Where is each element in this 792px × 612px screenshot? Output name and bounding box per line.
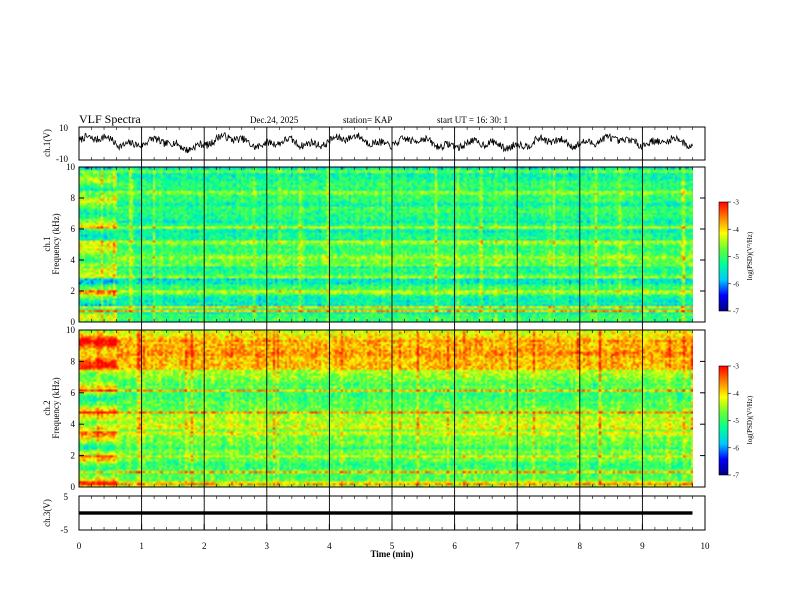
ch1-spectrogram-ytick-label: 6 [71, 224, 76, 234]
ch2-spectrogram-image [79, 330, 693, 487]
ch1-spectrogram-panel: ch.1 Frequency (kHz) 0 2 4 6 8 10 [42, 162, 706, 327]
x-tick-label: 8 [578, 541, 583, 551]
ch1-spectrogram-ytick-label: 10 [66, 162, 76, 172]
ch2-spectrogram-yticks: 0 2 4 6 8 10 [66, 325, 705, 492]
x-tick-label: 2 [202, 541, 207, 551]
colorbar-tick-label: -6 [733, 280, 739, 288]
ch1-spectrogram-ytick-label: 2 [71, 286, 76, 296]
ch2-spectrogram-ytick-label: 10 [66, 325, 76, 335]
ch3-waveform-ylabel: ch.3(V) [42, 499, 52, 527]
ch2-colorbar-ticks: -3 -4 -5 -6 -7 [728, 363, 739, 480]
minute-gridlines [141, 127, 643, 530]
ch1-colorbar-label: log(PSD)(V²/Hz) [746, 231, 754, 280]
ch2-spectrogram-panel: ch.2 Frequency (kHz) 0 2 4 6 8 10 [42, 325, 706, 492]
ch1-spectrogram-ytick-label: 4 [71, 255, 76, 265]
ch2-colorbar-gradient [719, 366, 728, 475]
ch3-waveform-band [79, 511, 693, 515]
x-axis-label: Time (min) [370, 549, 413, 559]
ch3-ytick-neg5: -5 [61, 525, 69, 535]
x-tick-label: 1 [139, 541, 144, 551]
x-tick-label: 9 [640, 541, 645, 551]
ch1-colorbar: -3 -4 -5 -6 -7 log(PSD)(V²/Hz) [718, 199, 754, 316]
x-tick-label: 3 [265, 541, 270, 551]
ch2-spectrogram-ytick-label: 6 [71, 388, 76, 398]
figure-title: VLF Spectra [79, 112, 141, 126]
colorbar-tick-label: -3 [733, 363, 739, 371]
start-time-label: start UT = 16: 30: 1 [437, 115, 508, 125]
ch2-spectrogram-ylabel-line2: Frequency (kHz) [51, 377, 61, 438]
ch2-colorbar-label: log(PSD)(V²/Hz) [746, 395, 754, 444]
x-tick-label: 5 [390, 541, 395, 551]
ch2-colorbar: -3 -4 -5 -6 -7 log(PSD)(V²/Hz) [718, 363, 754, 480]
ch3-ytick-5: 5 [64, 492, 69, 502]
ch1-spectrogram-ylabel-line1: ch.1 [42, 236, 52, 251]
ch1-spectrogram-ylabel-line2: Frequency (kHz) [51, 213, 61, 274]
ch1-spectrogram-ytick-label: 8 [71, 193, 76, 203]
station-label: station= KAP [343, 115, 392, 125]
ch2-spectrogram-ytick-label: 4 [71, 419, 76, 429]
ch1-spectrogram-ytick-label: 0 [71, 317, 76, 327]
colorbar-tick-label: -7 [733, 308, 739, 316]
colorbar-tick-label: -3 [733, 199, 739, 207]
x-tick-label: 0 [77, 541, 82, 551]
ch1-ytick-bottom: -10 [56, 154, 68, 164]
ch1-colorbar-gradient [719, 202, 728, 311]
ch1-waveform-line [78, 132, 693, 154]
ch1-waveform-ylabel: ch.1(V) [42, 129, 52, 157]
x-tick-label: 7 [515, 541, 520, 551]
x-tick-label: 4 [327, 541, 332, 551]
ch1-colorbar-ticks: -3 -4 -5 -6 -7 [728, 199, 739, 316]
colorbar-tick-label: -4 [733, 390, 739, 398]
ch1-spectrogram-image [79, 167, 693, 322]
x-tick-label: 6 [452, 541, 457, 551]
colorbar-tick-label: -5 [733, 253, 739, 261]
ch1-ytick-top: 10 [59, 123, 69, 133]
date-label: Dec.24, 2025 [250, 115, 299, 125]
colorbar-tick-label: -5 [733, 417, 739, 425]
ch2-spectrogram-ytick-label: 8 [71, 356, 76, 366]
ch2-spectrogram-ytick-label: 2 [71, 451, 76, 461]
colorbar-tick-label: -7 [733, 472, 739, 480]
x-tick-label: 10 [701, 541, 711, 551]
ch1-spectrogram-yticks: 0 2 4 6 8 10 [66, 162, 705, 327]
colorbar-tick-label: -6 [733, 444, 739, 452]
colorbar-tick-label: -4 [733, 226, 739, 234]
ch2-spectrogram-ytick-label: 0 [71, 482, 76, 492]
ch2-spectrogram-ylabel-line1: ch.2 [42, 400, 52, 415]
